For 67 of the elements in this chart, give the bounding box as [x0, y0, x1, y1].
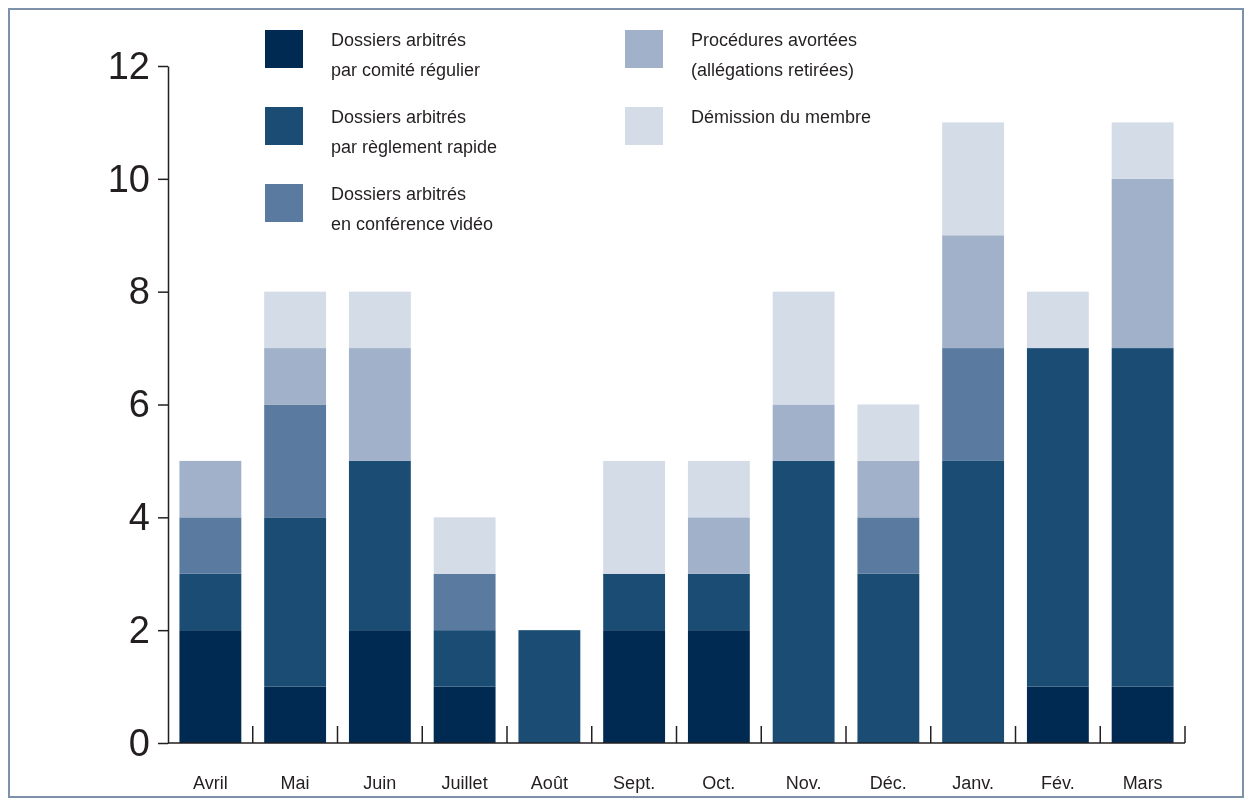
legend-label: Dossiers arbitrés par comité régulier — [331, 30, 481, 80]
bar — [264, 348, 327, 405]
bar — [603, 630, 666, 743]
bar — [348, 348, 411, 461]
bar — [1026, 686, 1089, 743]
bar — [687, 630, 750, 743]
bar — [433, 630, 496, 687]
x-tick-label: Mai — [280, 773, 310, 793]
legend-label: Démission du membre — [691, 107, 872, 127]
bar — [433, 573, 496, 631]
x-tick-label: Avril — [193, 773, 228, 793]
x-tick-label: Juin — [363, 773, 397, 793]
bar — [348, 630, 411, 743]
y-tick-label: 0 — [128, 721, 150, 764]
x-tick-label: Sept. — [613, 773, 656, 793]
bar — [857, 404, 920, 461]
bar — [1026, 291, 1089, 349]
bar — [433, 517, 496, 574]
y-tick-label: 2 — [128, 608, 150, 651]
bar — [687, 517, 750, 574]
bar — [179, 460, 242, 518]
bar — [433, 686, 496, 743]
bar — [1111, 348, 1174, 687]
y-tick-label: 10 — [107, 157, 150, 200]
bar — [942, 460, 1005, 743]
bar — [857, 573, 920, 743]
bar — [1111, 686, 1174, 743]
y-tick-label: 6 — [128, 383, 150, 426]
bar — [264, 686, 327, 743]
bar — [687, 460, 750, 518]
bar — [1026, 348, 1089, 687]
bar — [687, 573, 750, 631]
y-tick-label: 12 — [107, 44, 150, 87]
bar — [264, 404, 327, 518]
bar — [603, 573, 666, 631]
bar — [264, 291, 327, 349]
legend-label: Dossiers arbitrés par règlement rapide — [331, 107, 498, 157]
x-tick-label: Nov. — [785, 773, 822, 793]
y-tick-label: 8 — [128, 270, 150, 313]
bar — [942, 348, 1005, 461]
bar — [857, 460, 920, 518]
bar — [1111, 122, 1174, 179]
x-tick-label: Janv. — [952, 773, 994, 793]
bar — [942, 122, 1005, 236]
bar — [1111, 178, 1174, 349]
bar — [603, 460, 666, 574]
bar — [179, 630, 242, 743]
legend-label: Procédures avortées (allégations retirées) — [691, 30, 858, 80]
bar — [518, 630, 581, 743]
x-tick-label: Fév. — [1041, 773, 1075, 793]
x-tick-label: Mars — [1122, 773, 1163, 793]
legend-label: Dossiers arbitrés en conférence vidéo — [331, 184, 494, 234]
bar — [772, 291, 835, 405]
bar — [179, 573, 242, 631]
bar — [772, 404, 835, 461]
bar — [348, 460, 411, 631]
x-tick-label: Oct. — [702, 773, 736, 793]
bar — [264, 517, 327, 687]
bar — [942, 235, 1005, 349]
bar — [179, 517, 242, 574]
x-tick-label: Juillet — [441, 773, 488, 793]
y-tick-label: 4 — [128, 495, 150, 538]
x-tick-label: Déc. — [869, 773, 907, 793]
bar — [857, 517, 920, 574]
bar — [772, 460, 835, 743]
bar — [348, 291, 411, 349]
x-tick-label: Août — [530, 773, 568, 793]
